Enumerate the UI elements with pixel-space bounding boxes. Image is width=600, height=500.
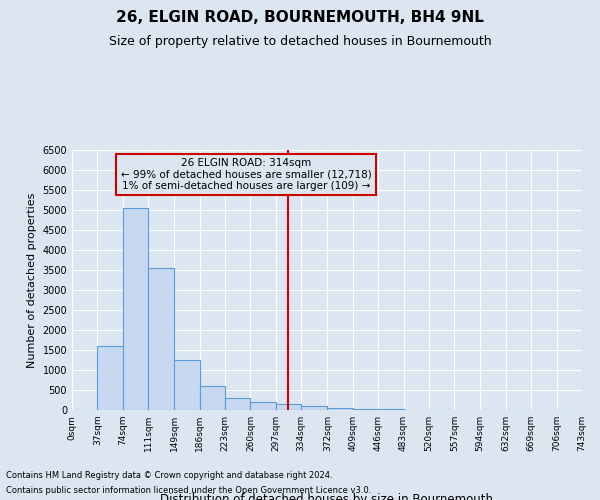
Bar <box>353 409 378 410</box>
Text: 26, ELGIN ROAD, BOURNEMOUTH, BH4 9NL: 26, ELGIN ROAD, BOURNEMOUTH, BH4 9NL <box>116 10 484 25</box>
Text: Contains HM Land Registry data © Crown copyright and database right 2024.: Contains HM Land Registry data © Crown c… <box>6 471 332 480</box>
Bar <box>123 208 148 410</box>
Text: Size of property relative to detached houses in Bournemouth: Size of property relative to detached ho… <box>109 35 491 48</box>
Y-axis label: Number of detached properties: Number of detached properties <box>27 192 37 368</box>
Bar <box>97 346 123 410</box>
Text: Contains public sector information licensed under the Open Government Licence v3: Contains public sector information licen… <box>6 486 371 495</box>
X-axis label: Distribution of detached houses by size in Bournemouth: Distribution of detached houses by size … <box>161 493 493 500</box>
Bar <box>148 268 173 410</box>
Bar <box>174 360 200 410</box>
Bar <box>250 402 276 410</box>
Bar <box>328 408 353 410</box>
Bar <box>200 386 225 410</box>
Text: 26 ELGIN ROAD: 314sqm
← 99% of detached houses are smaller (12,718)
1% of semi-d: 26 ELGIN ROAD: 314sqm ← 99% of detached … <box>121 158 371 191</box>
Bar <box>301 406 326 410</box>
Bar <box>225 398 250 410</box>
Bar <box>276 404 301 410</box>
